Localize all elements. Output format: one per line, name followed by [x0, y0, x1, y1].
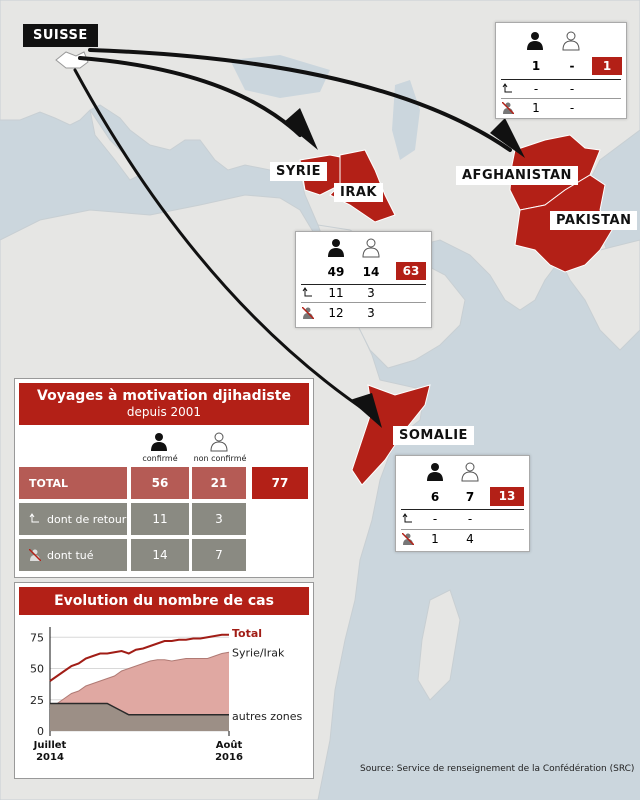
row-return-unconfirmed: 3 — [192, 503, 246, 535]
stats-box-afpak: 1 - 1 - - 1 - — [495, 22, 627, 119]
label-afghanistan: AFGHANISTAN — [456, 166, 578, 185]
row-killed-confirmed: 14 — [131, 539, 189, 571]
arrow-to-syria — [78, 56, 302, 137]
somalia-return-confirmed: - — [432, 512, 438, 526]
killed-icon — [402, 533, 414, 545]
row-total-confirmed: 56 — [131, 467, 189, 499]
label-suisse: SUISSE — [23, 24, 98, 47]
unconfirmed-person-icon — [562, 31, 580, 51]
row-total-unconfirmed: 21 — [192, 467, 246, 499]
afpak-confirmed: 1 — [531, 59, 541, 73]
col-confirmed-label: confirmé — [142, 454, 178, 463]
afpak-return-confirmed: - — [533, 82, 539, 96]
row-total-total: 77 — [252, 467, 308, 499]
row-return-label: dont de retour — [19, 503, 127, 535]
afpak-return-unconfirmed: - — [569, 82, 575, 96]
line-total — [49, 633, 229, 682]
syria-return-confirmed: 11 — [328, 286, 344, 300]
y-tick-label: 0 — [37, 725, 44, 738]
arrowhead-syria — [284, 108, 318, 150]
somalia-total: 13 — [490, 487, 524, 506]
syria-unconfirmed: 14 — [362, 265, 380, 279]
confirmed-person-icon — [328, 239, 344, 257]
label-pakistan: PAKISTAN — [550, 211, 638, 230]
return-icon — [29, 513, 39, 523]
syria-total: 63 — [396, 262, 426, 280]
y-tick-label: 25 — [30, 694, 44, 707]
killed-icon — [302, 307, 314, 319]
somalia-confirmed: 6 — [430, 490, 440, 504]
country-somalia — [351, 384, 431, 486]
confirmed-person-icon — [427, 463, 443, 481]
arrow-to-afghanistan — [88, 48, 512, 152]
syria-killed-unconfirmed: 3 — [367, 306, 375, 320]
series-label: Syrie/Irak — [232, 646, 285, 659]
y-tick-label: 50 — [30, 663, 44, 676]
line-syrie-irak — [49, 651, 230, 709]
syria-confirmed: 49 — [327, 265, 345, 279]
arrowhead-somalia — [350, 393, 382, 428]
series-label: Total — [232, 627, 262, 640]
x-tick-label: 2014 — [36, 752, 64, 763]
row-total-label-text: TOTAL — [29, 476, 69, 490]
confirmed-person-icon — [151, 433, 167, 451]
arrow-to-somalia — [73, 68, 374, 417]
afpak-unconfirmed: - — [569, 59, 575, 73]
label-somalie: SOMALIE — [393, 426, 474, 445]
source-note: Source: Service de renseignement de la C… — [360, 764, 635, 774]
row-killed-label: dont tué — [19, 539, 127, 571]
row-total-label: TOTAL — [19, 467, 127, 499]
killed-icon — [502, 102, 514, 114]
return-icon — [302, 287, 312, 297]
row-killed-unconfirmed: 7 — [192, 539, 246, 571]
arrowhead-afghanistan — [490, 118, 525, 158]
area-autres-zones — [50, 703, 229, 731]
somalia-killed-confirmed: 1 — [431, 532, 439, 546]
unconfirmed-person-icon — [362, 238, 380, 258]
somalia-killed-unconfirmed: 4 — [466, 532, 474, 546]
return-icon — [402, 513, 412, 523]
afpak-killed-confirmed: 1 — [532, 101, 540, 115]
row-return-label-text: dont de retour — [47, 512, 127, 526]
label-irak: IRAK — [334, 183, 383, 202]
stats-box-somalia: 6 7 13 - - 1 4 — [395, 455, 530, 552]
confirmed-person-icon — [527, 32, 543, 50]
chart-title: Evolution du nombre de cas — [54, 593, 274, 609]
somalia-unconfirmed: 7 — [465, 490, 475, 504]
afpak-total: 1 — [592, 57, 622, 75]
label-syrie: SYRIE — [270, 162, 328, 181]
summary-subtitle: depuis 2001 — [126, 405, 202, 419]
y-tick-label: 75 — [30, 631, 44, 644]
x-tick-label: Août — [216, 739, 243, 751]
row-return-confirmed: 11 — [131, 503, 189, 535]
evolution-header: Evolution du nombre de cas — [19, 587, 309, 615]
afpak-killed-unconfirmed: - — [569, 101, 575, 115]
x-tick-label: Juillet — [33, 740, 67, 751]
killed-icon — [29, 549, 41, 561]
evolution-chart: 0 25 50 75 Total Syrie/Irak autres zones Juille… — [30, 627, 303, 763]
summary-title: Voyages à motivation djihadiste — [37, 388, 291, 404]
series-label: autres zones — [232, 710, 303, 723]
unconfirmed-person-icon — [461, 462, 479, 482]
line-autres-zones — [50, 702, 229, 716]
col-unconfirmed-label: non confirmé — [193, 454, 247, 463]
x-tick-label: 2016 — [215, 752, 243, 763]
row-killed-label-text: dont tué — [47, 548, 94, 562]
syria-return-unconfirmed: 3 — [367, 286, 375, 300]
summary-panel: Voyages à motivation djihadiste depuis 2… — [14, 378, 314, 578]
unconfirmed-person-icon — [210, 432, 228, 452]
return-icon — [502, 83, 512, 93]
summary-header: Voyages à motivation djihadiste depuis 2… — [19, 383, 309, 425]
stats-box-syria-iraq: 49 14 63 11 3 12 3 — [295, 231, 432, 328]
somalia-return-unconfirmed: - — [467, 512, 473, 526]
syria-killed-confirmed: 12 — [328, 306, 344, 320]
